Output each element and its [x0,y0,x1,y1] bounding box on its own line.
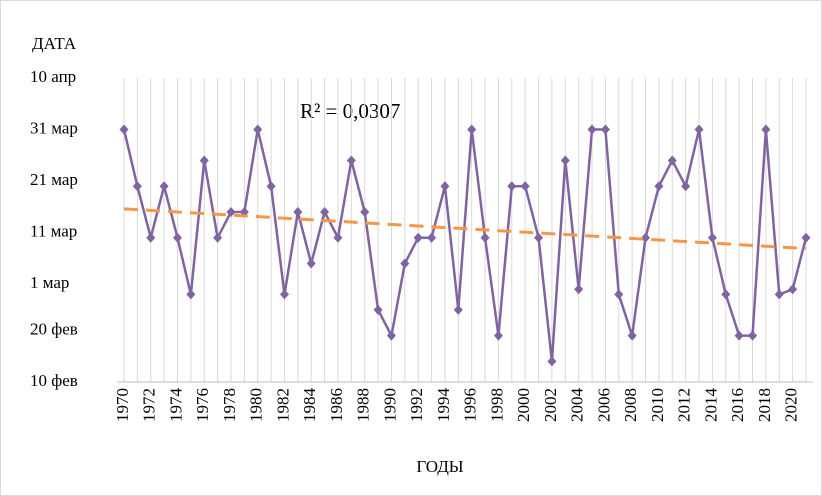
x-tick-label: 2002 [541,388,560,422]
data-point [146,232,156,243]
data-point [667,155,677,166]
data-point [373,304,383,315]
x-tick-label: 2008 [621,388,640,422]
data-point [119,124,129,135]
x-tick-label: 2012 [675,388,694,422]
data-point [480,232,490,243]
data-point [400,258,410,269]
data-point [641,232,651,243]
y-tick-label: 31 мар [30,118,78,137]
x-tick-label: 1980 [247,388,266,422]
data-point [748,330,758,341]
x-tick-label: 1974 [166,388,185,423]
x-tick-label: 1998 [487,388,506,422]
data-point [788,284,798,295]
x-tick-label: 1992 [407,388,426,422]
data-point [427,232,437,243]
data-point [761,124,771,135]
x-tick-label: 2000 [514,388,533,422]
data-point [721,289,731,300]
data-point [186,289,196,300]
data-point [306,258,316,269]
data-point [453,304,463,315]
y-tick-label: 11 мар [30,221,77,240]
y-tick-label: 10 апр [30,67,76,86]
x-tick-label: 1990 [380,388,399,422]
data-point [253,124,263,135]
data-point [413,232,423,243]
x-tick-label: 2014 [701,388,720,423]
data-point [734,330,744,341]
data-point [467,124,477,135]
data-point [279,289,289,300]
data-point [534,232,544,243]
x-tick-label: 1996 [461,388,480,422]
x-tick-label: 1984 [300,388,319,423]
x-tick-label: 1986 [327,388,346,422]
data-point [172,232,182,243]
data-point [574,284,584,295]
x-tick-label: 1994 [434,388,453,423]
data-point [346,155,356,166]
y-tick-label: 10 фев [30,371,78,390]
x-tick-label: 2004 [568,388,587,423]
data-point [707,232,717,243]
x-tick-label: 1972 [140,388,159,422]
y-tick-label: 1 мар [30,273,69,292]
x-tick-label: 2020 [782,388,801,422]
annotation: R² = 0,0307 [300,99,400,123]
x-axis-title: ГОДЫ [416,457,463,476]
x-tick-label: 1970 [113,388,132,422]
x-tick-label: 1978 [220,388,239,422]
trend-line [123,207,807,251]
data-point [293,206,303,217]
data-point [440,181,450,192]
data-point [547,356,557,367]
x-tick-label: 1988 [354,388,373,422]
x-tick-label: 2018 [755,388,774,422]
data-point [614,289,624,300]
data-point [681,181,691,192]
data-point [266,181,276,192]
data-point [560,155,570,166]
data-point [320,206,330,217]
x-tick-label: 2010 [648,388,667,422]
y-axis-title: ДАТА [32,34,77,53]
x-tick-label: 1982 [273,388,292,422]
data-point [213,232,223,243]
data-point [520,181,530,192]
data-point [493,330,503,341]
data-point [627,330,637,341]
data-point [507,181,517,192]
data-point [600,124,610,135]
x-tick-label: 1976 [193,388,212,422]
x-tick-label: 2016 [728,388,747,422]
y-tick-label: 21 мар [30,170,78,189]
data-point [226,206,236,217]
data-point [774,289,784,300]
data-point [333,232,343,243]
data-point [159,181,169,192]
x-tick-label: 2006 [594,388,613,422]
data-point [694,124,704,135]
series-line [122,128,808,363]
data-point [360,206,370,217]
data-point [654,181,664,192]
data-point [132,181,142,192]
y-tick-label: 20 фев [30,319,78,338]
data-point [801,232,811,243]
data-point [199,155,209,166]
data-point [386,330,396,341]
data-point [587,124,597,135]
